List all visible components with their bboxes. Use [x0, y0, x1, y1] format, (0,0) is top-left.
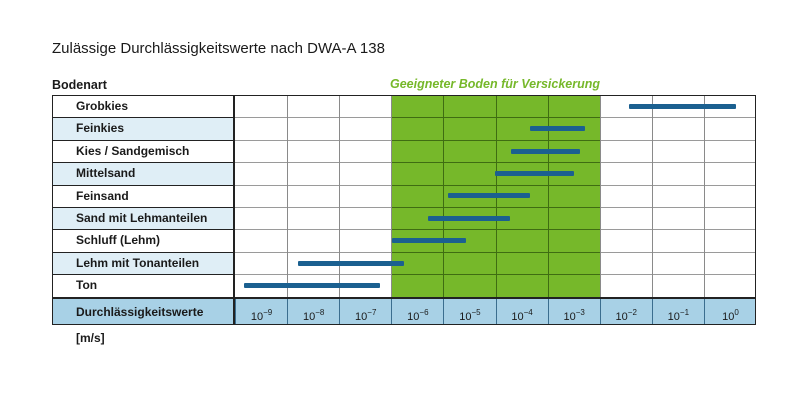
tick-exponent: −8 — [315, 308, 325, 317]
permeability-range-bar — [529, 126, 585, 132]
column-header-bodenart: Bodenart — [52, 78, 107, 92]
soil-type-label: Feinsand — [52, 184, 235, 207]
label-row-divider — [52, 184, 235, 186]
table-row: Lehm mit Tonanteilen — [52, 251, 756, 275]
label-row-divider — [52, 139, 235, 141]
table-row: Mittelsand — [52, 162, 756, 185]
band-row-divider — [391, 184, 600, 186]
tick-base: 10 — [722, 311, 735, 323]
tick-base: 10 — [511, 311, 524, 323]
column-divider — [287, 95, 289, 297]
label-row-divider — [52, 274, 235, 276]
x-axis-tick: 10−7 — [339, 299, 391, 325]
column-divider — [651, 95, 653, 297]
x-axis-tick: 10−8 — [287, 299, 339, 325]
label-row-divider — [52, 229, 235, 231]
soil-type-label: Sand mit Lehmanteilen — [52, 207, 235, 230]
x-axis-tick: 100 — [703, 299, 756, 325]
soil-type-label: Schluff (Lehm) — [52, 229, 235, 252]
soil-type-label: Kies / Sandgemisch — [52, 139, 235, 163]
band-row-divider — [391, 139, 600, 141]
tick-base: 10 — [250, 311, 264, 323]
table-row: Grobkies — [52, 95, 756, 118]
tick-exponent: −5 — [471, 308, 481, 317]
tick-exponent: −3 — [575, 308, 585, 317]
band-row-divider — [391, 274, 600, 276]
x-axis-tick: 10−2 — [599, 299, 652, 325]
tick-exponent: −6 — [419, 308, 429, 317]
tick-base: 10 — [615, 311, 628, 323]
tick-base: 10 — [355, 311, 368, 323]
x-axis-label: Durchlässigkeitswerte [m/s] — [52, 299, 235, 345]
band-row-divider — [391, 207, 600, 208]
x-axis-tick: 10−5 — [443, 299, 495, 325]
tick-exponent: −4 — [523, 308, 533, 317]
tick-base: 10 — [667, 311, 680, 323]
label-row-divider — [52, 251, 235, 253]
label-row-divider — [52, 117, 235, 119]
soil-type-label: Feinkies — [52, 117, 235, 140]
table-row: Ton — [52, 274, 756, 297]
column-divider — [339, 95, 341, 297]
soil-type-label: Lehm mit Tonanteilen — [52, 251, 235, 275]
label-row-divider — [52, 162, 235, 164]
permeability-range-bar — [243, 282, 380, 288]
band-row-divider — [391, 117, 600, 119]
permeability-range-bar — [391, 238, 466, 244]
highlight-band-label: Geeigneter Boden für Versickerung — [389, 77, 600, 91]
chart-title: Zulässige Durchlässigkeitswerte nach DWA… — [52, 40, 385, 57]
tick-base: 10 — [302, 311, 316, 323]
band-row-divider — [391, 162, 600, 164]
permeability-range-bar — [298, 260, 404, 266]
table-row: Kies / Sandgemisch — [52, 139, 756, 163]
x-axis-footer: Durchlässigkeitswerte [m/s] 10−9 10−8 10−7… — [52, 297, 756, 345]
tick-exponent: 0 — [734, 308, 739, 317]
table-row: Feinkies — [52, 117, 756, 140]
permeability-range-bar — [494, 170, 574, 176]
table-row: Feinsand — [52, 184, 756, 207]
table-row: Schluff (Lehm) — [52, 229, 756, 252]
x-axis-tick: 10−3 — [547, 299, 600, 325]
column-divider — [599, 95, 601, 297]
band-row-divider — [391, 229, 600, 231]
x-axis-tick: 10−4 — [495, 299, 548, 325]
soil-type-label: Mittelsand — [52, 162, 235, 185]
tick-exponent: −7 — [367, 308, 377, 317]
tick-exponent: −2 — [627, 308, 637, 317]
tick-base: 10 — [459, 311, 472, 323]
band-row-divider — [391, 251, 600, 253]
column-divider — [391, 95, 393, 297]
tick-exponent: −9 — [263, 308, 273, 317]
label-row-divider — [52, 207, 235, 208]
permeability-range-bar — [628, 103, 737, 109]
column-divider — [547, 95, 549, 297]
x-axis-tick: 10−1 — [651, 299, 704, 325]
column-divider — [703, 95, 705, 297]
x-axis-tick: 10−9 — [235, 299, 287, 325]
soil-type-label: Grobkies — [52, 95, 235, 118]
permeability-range-bar — [448, 193, 530, 199]
permeability-range-bar — [427, 215, 511, 221]
tick-base: 10 — [563, 311, 576, 323]
table-row: Sand mit Lehmanteilen — [52, 207, 756, 230]
x-axis-tick: 10−6 — [391, 299, 443, 325]
permeability-range-bar — [511, 148, 580, 154]
tick-base: 10 — [407, 311, 420, 323]
permeability-table: Ton Lehm mit Tonanteilen Schluff (Lehm) San… — [52, 95, 756, 345]
tick-exponent: −1 — [679, 308, 690, 317]
soil-type-label: Ton — [52, 274, 235, 297]
column-divider — [443, 95, 445, 297]
